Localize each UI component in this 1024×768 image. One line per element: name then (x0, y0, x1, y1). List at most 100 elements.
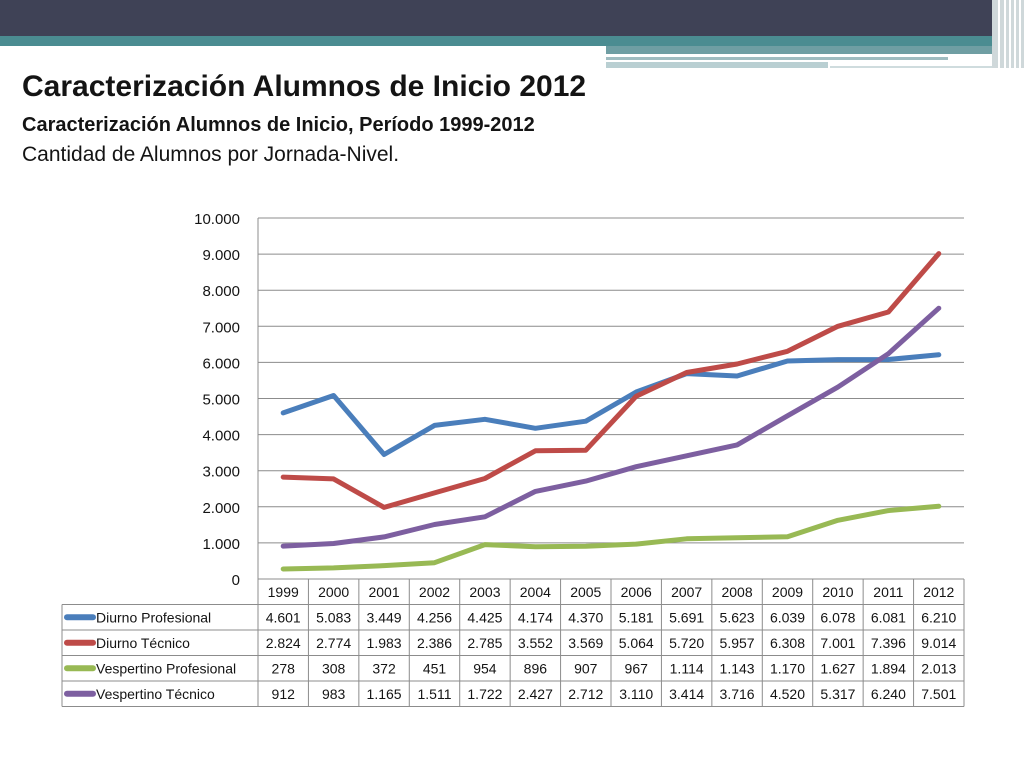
data-table-value: 4.425 (467, 609, 502, 625)
data-table-value: 4.601 (266, 609, 301, 625)
header-accent-band (0, 36, 1024, 46)
series-line (280, 251, 942, 510)
x-tick-label: 1999 (268, 584, 299, 600)
header-accent-line (606, 62, 828, 68)
data-table-value: 1.170 (770, 660, 805, 676)
data-table-value: 3.110 (619, 686, 653, 702)
data-table-value: 896 (524, 660, 548, 676)
data-table-value: 9.014 (921, 635, 956, 651)
series-line (280, 503, 942, 572)
data-table-value: 954 (473, 660, 497, 676)
data-table-value: 7.396 (871, 635, 906, 651)
data-table-value: 3.552 (518, 635, 553, 651)
x-tick-label: 2004 (520, 584, 551, 600)
x-tick-label: 2006 (621, 584, 652, 600)
data-table-value: 4.520 (770, 686, 805, 702)
data-table-value: 2.427 (518, 686, 553, 702)
x-tick-label: 2011 (873, 584, 903, 600)
header-accent-line (606, 57, 948, 60)
data-table-value: 1.143 (720, 660, 755, 676)
data-table-value: 6.240 (871, 686, 906, 702)
data-table-value: 2.386 (417, 635, 452, 651)
data-table-value: 5.623 (720, 609, 755, 625)
x-tick-label: 2007 (671, 584, 702, 600)
data-table-value: 6.081 (871, 609, 906, 625)
slide-subtitle: Caracterización Alumnos de Inicio, Perío… (22, 114, 535, 136)
legend-label: Vespertino Profesional (96, 660, 236, 676)
header-accent-line (606, 46, 1006, 54)
series-line (280, 305, 942, 549)
data-table-value: 2.712 (568, 686, 603, 702)
data-table-value: 5.720 (669, 635, 704, 651)
slide-caption: Cantidad de Alumnos por Jornada-Nivel. (22, 143, 400, 166)
x-tick-label: 2002 (419, 584, 450, 600)
data-table-value: 1.983 (367, 635, 402, 651)
data-table-value: 1.627 (820, 660, 855, 676)
data-table-value: 1.894 (871, 660, 906, 676)
data-table-value: 912 (272, 686, 296, 702)
data-table-value: 1.722 (467, 686, 502, 702)
data-table-value: 3.449 (367, 609, 402, 625)
slide-title: Caracterización Alumnos de Inicio 2012 (22, 70, 587, 103)
data-table-value: 967 (625, 660, 649, 676)
data-table-value: 3.716 (720, 686, 755, 702)
data-table-value: 983 (322, 686, 346, 702)
y-tick-label: 6.000 (202, 355, 240, 372)
y-tick-label: 7.000 (202, 319, 240, 336)
data-table-value: 4.256 (417, 609, 452, 625)
x-tick-label: 2010 (822, 584, 853, 600)
data-table-value: 7.501 (921, 686, 956, 702)
data-table-value: 278 (272, 660, 296, 676)
x-tick-label: 2001 (368, 584, 399, 600)
data-table-value: 5.181 (619, 609, 654, 625)
x-tick-label: 2012 (923, 584, 954, 600)
y-tick-label: 9.000 (202, 247, 240, 264)
data-table-value: 451 (423, 660, 447, 676)
data-table-value: 5.691 (669, 609, 704, 625)
data-table-value: 2.774 (316, 635, 351, 651)
y-tick-label: 8.000 (202, 283, 240, 300)
x-tick-label: 2003 (469, 584, 500, 600)
data-table-value: 6.308 (770, 635, 805, 651)
x-tick-label: 2009 (772, 584, 803, 600)
data-table-value: 372 (372, 660, 396, 676)
data-table-value: 3.414 (669, 686, 704, 702)
header-accent-line (830, 66, 1008, 68)
data-table-value: 5.317 (820, 686, 855, 702)
data-table-value: 3.569 (568, 635, 603, 651)
x-tick-label: 2008 (721, 584, 752, 600)
data-table-value: 4.370 (568, 609, 603, 625)
y-tick-label: 5.000 (202, 392, 240, 409)
data-table-value: 5.957 (720, 635, 755, 651)
data-table-value: 2.013 (921, 660, 956, 676)
data-table-value: 6.078 (820, 609, 855, 625)
data-table-value: 2.824 (266, 635, 301, 651)
y-tick-label: 0 (232, 572, 240, 589)
legend-label: Diurno Profesional (96, 609, 211, 625)
data-table-value: 7.001 (820, 635, 855, 651)
data-table-value: 308 (322, 660, 346, 676)
y-tick-label: 10.000 (194, 211, 240, 228)
data-table-value: 1.165 (367, 686, 402, 702)
y-tick-label: 2.000 (202, 500, 240, 517)
series-line (280, 352, 942, 457)
y-tick-label: 4.000 (202, 428, 240, 445)
data-table-value: 907 (574, 660, 598, 676)
data-table-value: 5.064 (619, 635, 654, 651)
data-table-value: 4.174 (518, 609, 553, 625)
legend-label: Diurno Técnico (96, 635, 190, 651)
y-tick-label: 1.000 (202, 536, 240, 553)
legend-label: Vespertino Técnico (96, 686, 215, 702)
header-band (0, 0, 1024, 36)
header-side-stripes (992, 0, 1024, 68)
y-tick-label: 3.000 (202, 464, 240, 481)
data-table-value: 1.114 (670, 660, 704, 676)
x-tick-label: 2005 (570, 584, 601, 600)
data-table-value: 6.039 (770, 609, 805, 625)
data-table-value: 2.785 (467, 635, 502, 651)
data-table-value: 5.083 (316, 609, 351, 625)
data-table-value: 6.210 (921, 609, 956, 625)
x-tick-label: 2000 (318, 584, 349, 600)
data-table-value: 1.511 (418, 686, 452, 702)
